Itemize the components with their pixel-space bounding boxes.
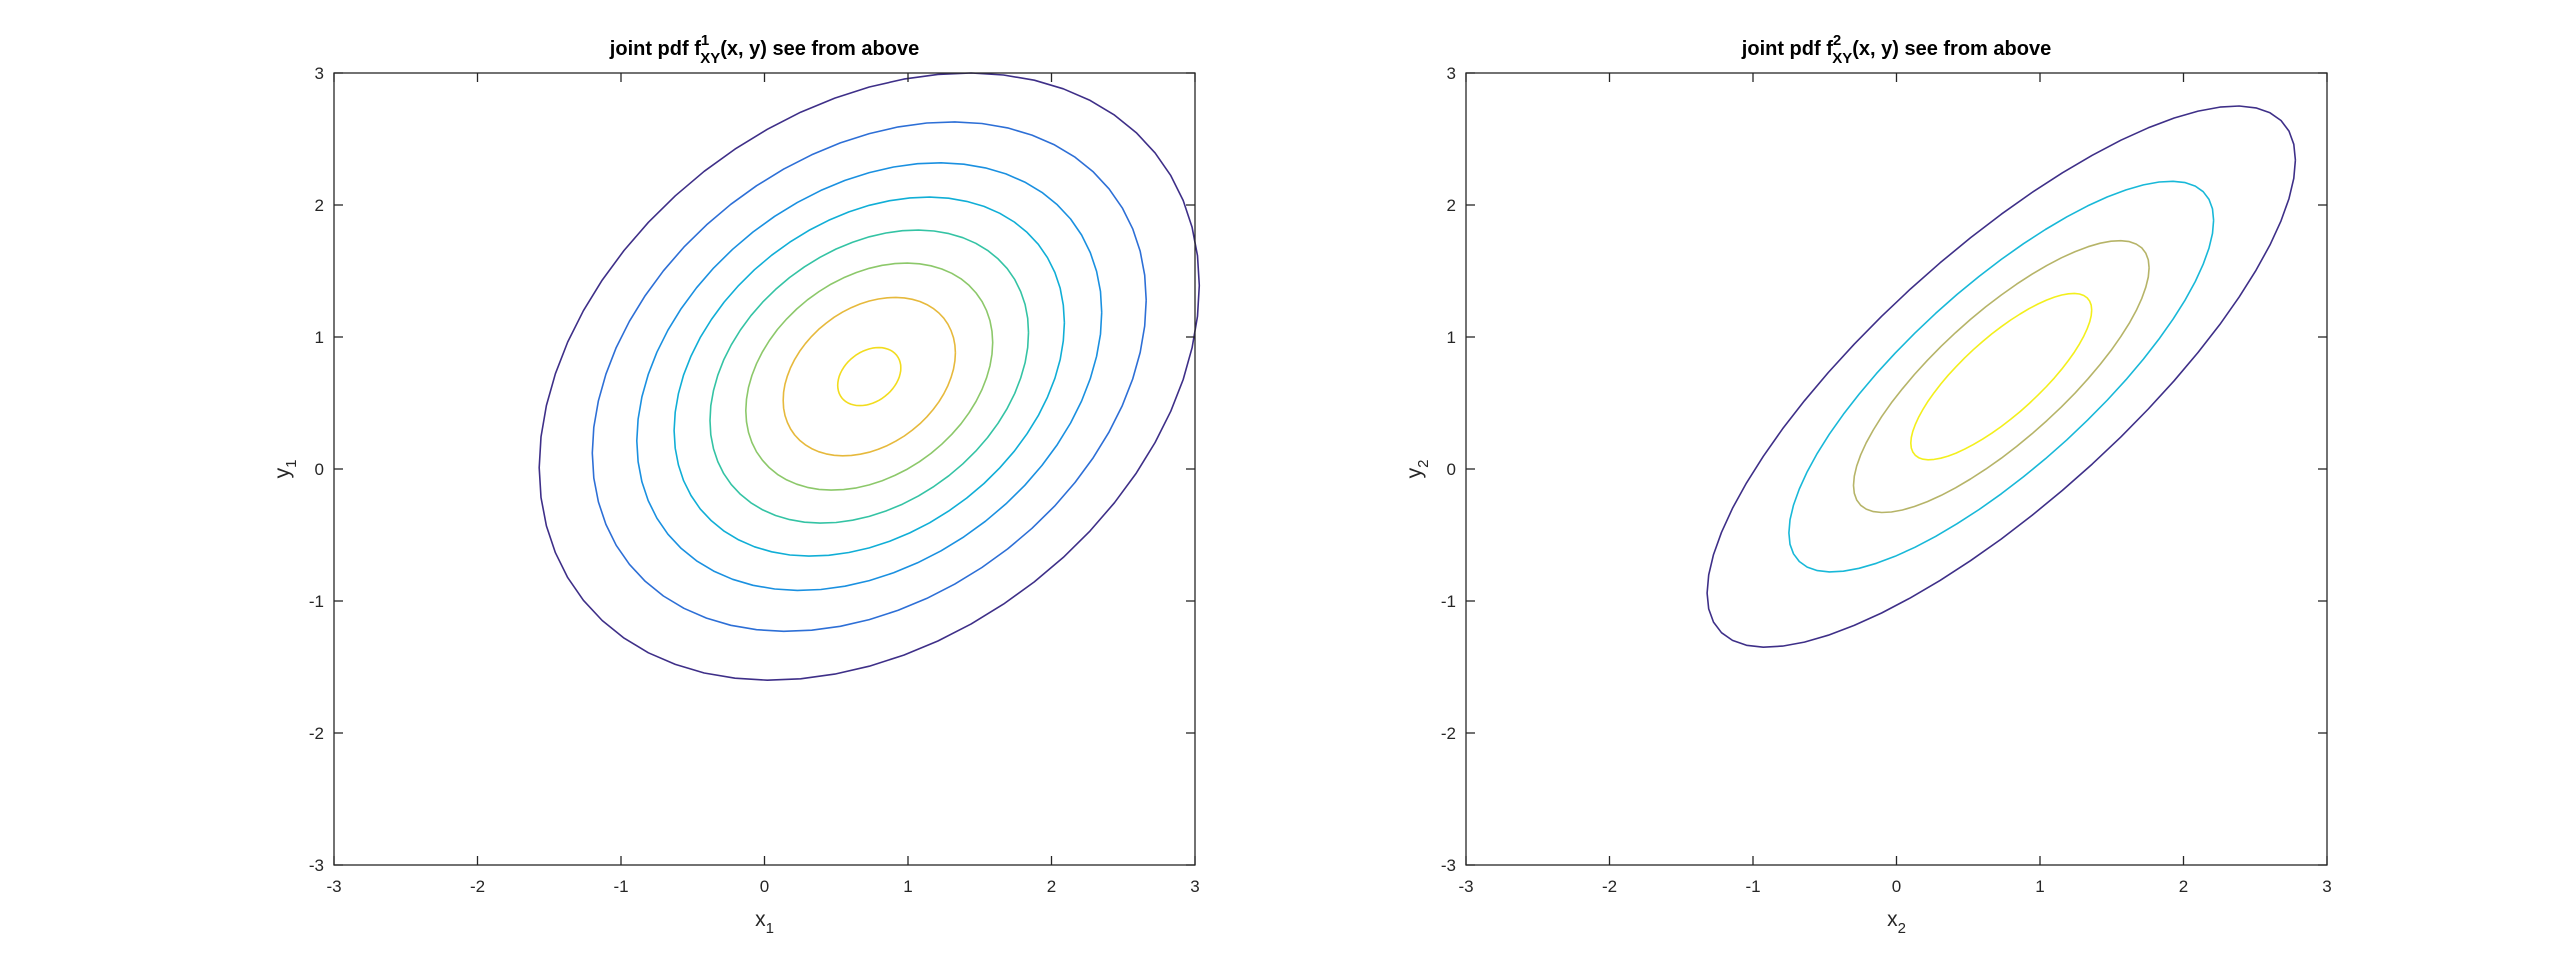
- x-tick-label: -1: [1745, 877, 1760, 896]
- x-axis-label: x1: [755, 908, 774, 937]
- contour-line-2: [1788, 180, 2215, 573]
- y-tick-label: 0: [1447, 460, 1456, 479]
- x-tick-label: 0: [760, 877, 769, 896]
- plot-area: [334, 73, 1195, 865]
- y-tick-label: -2: [1441, 724, 1456, 743]
- y-tick-label: 1: [315, 328, 324, 347]
- contour-line-7: [782, 296, 957, 457]
- contour-line-3: [635, 162, 1103, 592]
- x-axis-label-main: x: [755, 908, 766, 931]
- chart-title: joint pdf f2 XY(x, y) see from above: [1741, 32, 2051, 67]
- x-tick-label: 3: [1190, 877, 1199, 896]
- title-suffix: (x, y) see from above: [720, 38, 919, 60]
- x-tick-label: 2: [1047, 877, 1056, 896]
- contour-line-4: [673, 196, 1066, 557]
- x-tick-label: 1: [903, 877, 912, 896]
- y-tick-label: 2: [315, 196, 324, 215]
- y-axis-label: y1: [271, 460, 300, 479]
- x-tick-label: -3: [1458, 877, 1473, 896]
- plot-area: [1466, 73, 2327, 865]
- y-axis-label-main: y: [1403, 467, 1426, 478]
- y-tick-label: -1: [309, 592, 324, 611]
- y-tick-label: 0: [315, 460, 324, 479]
- title-subscript: XY: [1832, 50, 1852, 67]
- y-tick-label: -2: [309, 724, 324, 743]
- x-tick-label: 2: [2179, 877, 2188, 896]
- x-tick-label: 1: [2035, 877, 2044, 896]
- title-subscript: XY: [700, 50, 720, 67]
- title-text: joint pdf f: [1741, 38, 1833, 60]
- title-superscript: 2: [1833, 32, 1841, 49]
- x-tick-label: 0: [1892, 877, 1901, 896]
- y-tick-label: -3: [1441, 856, 1456, 875]
- contour-line-6: [744, 262, 994, 491]
- title-text: joint pdf f: [609, 38, 701, 60]
- y-axis-label-main: y: [271, 467, 294, 478]
- x-axis-label-subscript: 2: [1898, 920, 1906, 937]
- chart-title: joint pdf f1 XY(x, y) see from above: [609, 32, 919, 67]
- contour-line-1: [1706, 105, 2297, 649]
- contour-line-1: [538, 72, 1201, 682]
- y-tick-label: 2: [1447, 196, 1456, 215]
- contour-line-2: [591, 121, 1147, 633]
- title-superscript: 1: [701, 32, 709, 49]
- x-tick-label: -2: [470, 877, 485, 896]
- contour-line-4: [1910, 292, 2093, 461]
- contour-line-5: [709, 229, 1030, 524]
- x-tick-label: -2: [1602, 877, 1617, 896]
- x-axis-label-main: x: [1887, 908, 1898, 931]
- y-tick-label: 3: [315, 64, 324, 83]
- y-tick-label: -1: [1441, 592, 1456, 611]
- contour-line-8: [836, 346, 902, 407]
- y-tick-label: 3: [1447, 64, 1456, 83]
- x-tick-label: -1: [613, 877, 628, 896]
- x-tick-label: -3: [326, 877, 341, 896]
- title-suffix: (x, y) see from above: [1852, 38, 2051, 60]
- x-axis-label: x2: [1887, 908, 1906, 937]
- contour-line-3: [1852, 239, 2150, 514]
- y-tick-label: -3: [309, 856, 324, 875]
- y-axis-label-subscript: 2: [1415, 460, 1432, 468]
- y-axis-label: y2: [1403, 460, 1432, 479]
- y-tick-label: 1: [1447, 328, 1456, 347]
- y-axis-label-subscript: 1: [283, 460, 300, 468]
- x-axis-label-subscript: 1: [766, 920, 774, 937]
- x-tick-label: 3: [2322, 877, 2331, 896]
